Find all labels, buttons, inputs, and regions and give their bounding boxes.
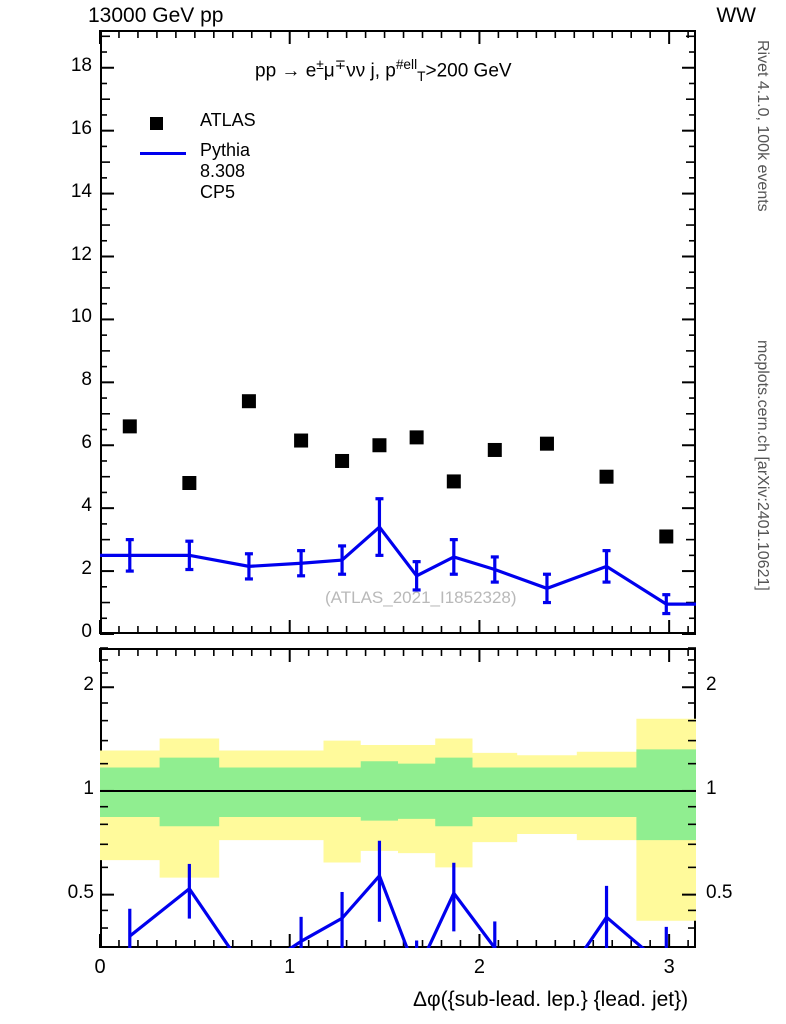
main-y-tick-label: 14 bbox=[70, 180, 92, 202]
title-sup-lepton-charge: ± bbox=[316, 57, 324, 72]
main-plot-frame bbox=[100, 30, 696, 634]
ratio-y-tick-label-left: 1 bbox=[83, 777, 94, 799]
title-suffix: >200 GeV bbox=[425, 60, 512, 82]
main-y-tick-label: 10 bbox=[70, 306, 92, 328]
x-tick-label: 3 bbox=[663, 956, 675, 978]
main-y-tick-label: 6 bbox=[81, 432, 92, 454]
header-beam-label: 13000 GeV pp bbox=[88, 4, 224, 27]
header-process-label: WW bbox=[716, 4, 756, 27]
x-tick-label: 1 bbox=[284, 956, 296, 978]
ratio-plot-frame bbox=[100, 648, 696, 948]
plot-title: pp → e±μ∓νν j, p#ellT>200 GeV bbox=[255, 57, 512, 84]
main-y-tick-label: 4 bbox=[81, 495, 92, 517]
x-axis-title: Δφ({sub-lead. lep.} {lead. jet}) bbox=[413, 988, 689, 1011]
title-sub-T: T bbox=[417, 69, 426, 85]
main-y-tick-label: 12 bbox=[70, 243, 92, 265]
square-marker-icon bbox=[150, 117, 163, 130]
main-y-tick-label: 8 bbox=[81, 369, 92, 391]
title-mu: μ bbox=[323, 60, 335, 82]
line-marker-icon bbox=[140, 152, 186, 155]
ratio-y-tick-label-right: 1 bbox=[706, 777, 717, 799]
legend-label-pythia: Pythia 8.308 CP5 bbox=[200, 140, 251, 202]
analysis-id-watermark: (ATLAS_2021_I1852328) bbox=[325, 588, 517, 607]
x-tick-label: 0 bbox=[94, 956, 106, 978]
ratio-y-tick-label-right: 2 bbox=[706, 674, 717, 696]
main-y-tick-label: 0 bbox=[81, 621, 92, 642]
main-y-tick-label: 18 bbox=[70, 54, 92, 76]
main-y-tick-label: 16 bbox=[70, 117, 92, 139]
ratio-y-tick-label-left: 0.5 bbox=[67, 881, 94, 903]
legend-label-atlas: ATLAS bbox=[200, 110, 256, 130]
rivet-version-caption: Rivet 4.1.0, 100k events bbox=[754, 40, 771, 212]
ratio-y-tick-label-left: 2 bbox=[83, 674, 94, 696]
mcplots-source-caption: mcplots.cern.ch [arXiv:2401.10621] bbox=[754, 340, 771, 591]
title-sup-mu-charge: ∓ bbox=[334, 57, 347, 72]
title-prefix: pp → e bbox=[255, 60, 317, 82]
x-tick-label: 2 bbox=[473, 956, 485, 978]
title-neutrinos-jet: νν j, p bbox=[346, 60, 396, 82]
main-y-tick-label: 2 bbox=[81, 558, 92, 580]
title-sup-ell: #ell bbox=[395, 57, 418, 72]
ratio-y-tick-label-right: 0.5 bbox=[706, 881, 733, 903]
